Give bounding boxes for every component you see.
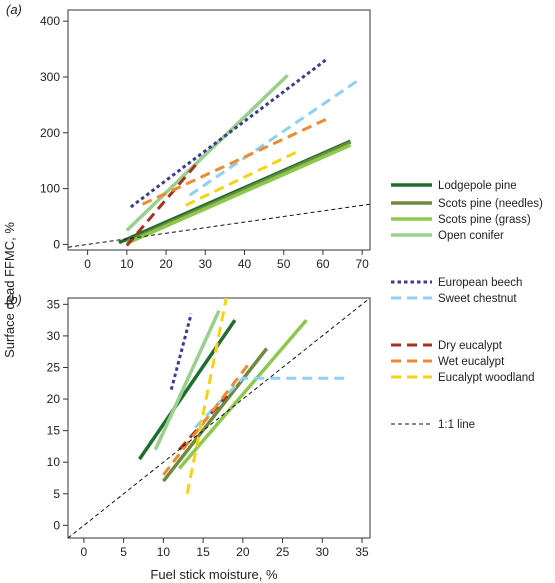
y-tick-label: 100 [40, 182, 60, 196]
y-tick-label: 0 [53, 518, 60, 532]
series-line-1-1-line [68, 203, 370, 248]
legend-item-eucalypt-woodland: Eucalypt woodland [391, 372, 535, 384]
legend-label: 1:1 line [438, 419, 475, 431]
x-tick-label: 35 [355, 545, 369, 559]
legend-label: Open conifer [438, 230, 504, 242]
series-line-wet-eucalypt [162, 360, 252, 476]
legend-item-european-beech: European beech [391, 277, 522, 289]
series-line-eucalypt-woodland [185, 149, 301, 207]
series-line-eucalypt-woodland [185, 298, 228, 495]
legend-label: Wet eucalypt [438, 356, 505, 368]
legend-label: Lodgepole pine [438, 180, 517, 192]
x-tick-label: 20 [236, 545, 250, 559]
plot-frame [67, 9, 371, 251]
y-tick-label: 0 [53, 237, 60, 251]
y-tick-label: 20 [47, 392, 61, 406]
x-tick-label: 25 [276, 545, 290, 559]
y-tick-label: 30 [47, 329, 61, 343]
legend-item-sweet-chestnut: Sweet chestnut [391, 293, 517, 305]
shared-x-axis-label: Fuel stick moisture, % [150, 567, 278, 582]
x-tick-label: 30 [199, 257, 213, 271]
y-tick-label: 300 [40, 70, 60, 84]
legend-item-dry-eucalypt: Dry eucalypt [391, 340, 503, 352]
x-tick-label: 20 [159, 257, 173, 271]
x-tick-label: 10 [120, 257, 134, 271]
x-tick-label: 0 [81, 545, 88, 559]
series-line-dry-eucalypt [125, 161, 199, 247]
shared-y-axis-label: Surface dead FFMC, % [2, 222, 17, 358]
x-tick-label: 10 [157, 545, 171, 559]
legend-label: Dry eucalypt [438, 340, 503, 352]
x-tick-label: 5 [120, 545, 127, 559]
series-line-lodgepole-pine [138, 319, 237, 461]
legend-label: Scots pine (needles) [438, 198, 543, 210]
y-tick-label: 5 [53, 487, 60, 501]
legend-label: European beech [438, 277, 522, 289]
series-line-european-beech [169, 313, 193, 390]
x-tick-label: 50 [277, 257, 291, 271]
y-tick-label: 400 [40, 14, 60, 28]
legend-item-scots-pine-needles: Scots pine (needles) [391, 198, 543, 210]
series-line-scots-pine-grass [126, 143, 352, 245]
legend-label: Scots pine (grass) [438, 214, 531, 226]
y-tick-label: 200 [40, 126, 60, 140]
legend-item-wet-eucalypt: Wet eucalypt [391, 356, 505, 368]
panel-a: 0 10 20 30 40 50 60 70 0 100 200 300 400 (a) [6, 2, 371, 271]
series-line-european-beech [129, 57, 328, 209]
panel-b: 0 5 10 15 20 25 30 35 0 5 10 15 20 25 30 35 (b) [6, 292, 371, 559]
x-tick-label: 40 [238, 257, 252, 271]
y-tick-label: 25 [47, 360, 61, 374]
x-tick-label: 60 [316, 257, 330, 271]
x-tick-label: 15 [196, 545, 210, 559]
series-line-open-conifer [153, 309, 221, 451]
series-line-sweet-chestnut [188, 79, 360, 197]
legend-label: Sweet chestnut [438, 293, 517, 305]
series-line-sweet-chestnut [194, 376, 351, 429]
legend-label: Eucalypt woodland [438, 372, 535, 384]
legend-item-scots-pine-grass: Scots pine (grass) [391, 214, 531, 226]
series-line-1-1-line [68, 298, 370, 538]
series-line-wet-eucalypt [141, 115, 332, 206]
legend-item-lodgepole-pine: Lodgepole pine [391, 180, 517, 192]
plot-frame [67, 297, 371, 539]
series-line-scots-pine-needles [162, 347, 269, 483]
y-tick-label: 15 [47, 424, 61, 438]
series-line-open-conifer [125, 74, 289, 232]
y-tick-label: 10 [47, 455, 61, 469]
series-line-scots-pine-grass [177, 318, 308, 470]
x-tick-label: 30 [316, 545, 330, 559]
panel-label: (b) [6, 292, 22, 307]
x-tick-label: 0 [84, 257, 91, 271]
panel-label: (a) [6, 2, 22, 17]
x-tick-label: 70 [355, 257, 369, 271]
legend-item-open-conifer: Open conifer [391, 230, 504, 242]
legend: Lodgepole pine Scots pine (needles) Scots … [391, 180, 543, 431]
legend-item-1-1-line: 1:1 line [391, 419, 475, 431]
y-tick-label: 35 [47, 297, 61, 311]
